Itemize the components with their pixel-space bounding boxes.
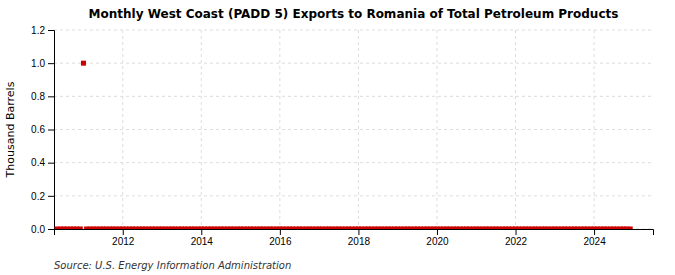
x-tick: 2016 — [269, 229, 292, 247]
grid-line-y — [54, 63, 653, 64]
grid-line-y — [54, 30, 653, 31]
point — [628, 227, 633, 230]
x-tick: 2022 — [505, 229, 528, 247]
y-tick: 0.2 — [31, 191, 54, 202]
y-tick: 0.6 — [31, 124, 54, 135]
y-tick-mark — [48, 96, 54, 97]
y-tick-mark — [48, 30, 54, 31]
y-tick-mark — [48, 196, 54, 197]
point — [78, 227, 83, 230]
y-tick-label: 0.8 — [31, 91, 45, 102]
y-tick-label: 1.0 — [31, 58, 45, 69]
chart: 2012 2014 2016 2018 2020 2022 2024 0.0 0.2 0.4 0.6… — [0, 0, 675, 275]
x-tick: 2024 — [583, 229, 606, 247]
grid-line-y — [54, 96, 653, 97]
x-tick: 2012 — [112, 229, 135, 247]
y-tick-mark — [48, 229, 54, 230]
x-tick-label: 2018 — [348, 236, 371, 247]
x-tick: 2018 — [348, 229, 371, 247]
x-tick-label: 2024 — [583, 236, 606, 247]
x-axis: 2012 2014 2016 2018 2020 2022 2024 — [55, 229, 654, 247]
grid-line-y — [54, 195, 653, 196]
grid-line-x — [436, 30, 437, 229]
x-tick-label: 2022 — [505, 236, 528, 247]
x-tick-mark — [201, 229, 202, 235]
x-tick-mark — [437, 229, 438, 235]
annotation: Source: U.S. Energy Information Administ… — [54, 260, 291, 271]
y-tick-mark — [48, 63, 54, 64]
title: Monthly West Coast (PADD 5) Exports to R… — [89, 7, 619, 21]
y-tick: 0.0 — [31, 224, 54, 235]
y-tick-label: 0.4 — [31, 157, 45, 168]
x-tick-label: 2014 — [191, 236, 214, 247]
x-tick-mark — [516, 229, 517, 235]
x-tick: 2014 — [191, 229, 214, 247]
grid-line-x — [515, 30, 516, 229]
points — [55, 61, 633, 229]
x-tick-label: 2016 — [269, 236, 292, 247]
x-tick-mark — [594, 229, 595, 235]
plot: 2012 2014 2016 2018 2020 2022 2024 0.0 0.2 0.4 0.6… — [31, 25, 653, 247]
x-tick-mark — [280, 229, 281, 235]
y-axis-title: Thousand Barrels — [4, 81, 17, 178]
grid-line-x — [279, 30, 280, 229]
y-tick: 0.8 — [31, 91, 54, 102]
grid-line-y — [54, 162, 653, 163]
y-tick-mark — [48, 130, 54, 131]
y-axis: 0.0 0.2 0.4 0.6 0.8 1.0 1.2 — [31, 25, 54, 235]
x-axis-line — [55, 230, 654, 236]
grid — [54, 30, 653, 229]
x-tick-mark — [123, 229, 124, 235]
x-tick-label: 2012 — [112, 236, 135, 247]
x-tick: 2020 — [426, 229, 449, 247]
x-tick-mark — [358, 229, 359, 235]
y-tick-label: 0.2 — [31, 191, 45, 202]
y-tick-label: 1.2 — [31, 25, 45, 36]
y-axis-line — [48, 31, 55, 230]
x-tick-label: 2020 — [426, 236, 449, 247]
y-tick: 1.0 — [31, 58, 54, 69]
grid-line-x — [358, 30, 359, 229]
y-tick: 0.4 — [31, 157, 54, 168]
y-tick: 1.2 — [31, 25, 54, 36]
grid-line-y — [54, 129, 653, 130]
y-tick-label: 0.0 — [31, 224, 45, 235]
y-tick-label: 0.6 — [31, 124, 45, 135]
y-tick-mark — [48, 163, 54, 164]
point — [81, 61, 86, 66]
